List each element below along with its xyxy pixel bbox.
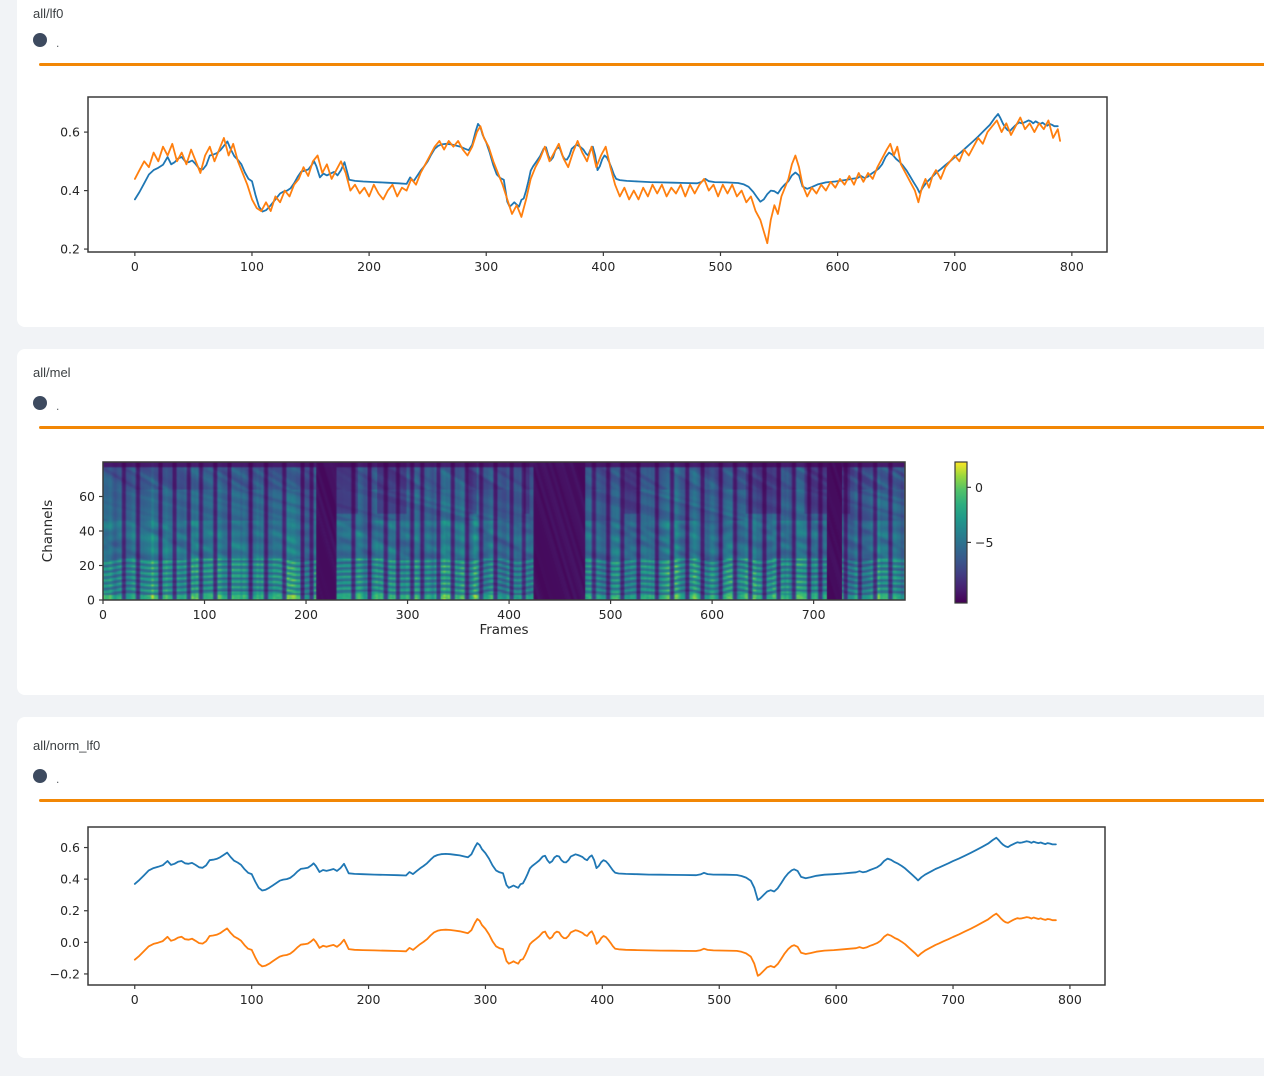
panel-norm-lf0: all/norm_lf0 . 0 100 200 300 400 500 600 700 800…: [17, 717, 1264, 1058]
lf0-line-chart: 0 100 200 300 400 500 600 700 800 0.2 0.4 0.6: [17, 85, 1247, 300]
svg-text:0: 0: [99, 607, 107, 622]
run-color-dot-icon[interactable]: [33, 33, 47, 47]
panel-lf0: all/lf0 . 0 100 200 300 400 500 600 700 800 0.2 0.…: [17, 0, 1264, 327]
panel-title: all/norm_lf0: [33, 738, 101, 753]
run-color-dot-icon[interactable]: [33, 769, 47, 783]
svg-text:0: 0: [87, 593, 95, 608]
svg-text:0: 0: [131, 992, 139, 1007]
svg-text:0: 0: [975, 480, 983, 495]
svg-text:700: 700: [941, 992, 965, 1007]
svg-text:500: 500: [709, 259, 733, 274]
svg-text:500: 500: [599, 607, 623, 622]
accent-divider: [39, 799, 1264, 802]
svg-text:700: 700: [802, 607, 826, 622]
run-label: .: [56, 399, 60, 413]
svg-text:100: 100: [240, 992, 264, 1007]
svg-text:100: 100: [240, 259, 264, 274]
svg-text:600: 600: [700, 607, 724, 622]
run-label: .: [56, 772, 60, 786]
svg-text:−0.2: −0.2: [50, 966, 80, 981]
svg-text:500: 500: [707, 992, 731, 1007]
norm-lf0-line-chart: 0 100 200 300 400 500 600 700 800 −0.2 0.0 0.2 0.4 0.…: [17, 815, 1247, 1015]
svg-text:800: 800: [1058, 992, 1082, 1007]
svg-text:600: 600: [826, 259, 850, 274]
svg-text:0.6: 0.6: [60, 125, 80, 140]
svg-text:Channels: Channels: [40, 500, 56, 562]
svg-text:300: 300: [474, 992, 498, 1007]
run-legend-item: .: [33, 396, 59, 413]
accent-divider: [39, 426, 1264, 429]
run-legend-item: .: [33, 769, 59, 786]
svg-text:0.6: 0.6: [60, 840, 80, 855]
accent-divider: [39, 63, 1264, 66]
svg-text:400: 400: [497, 607, 521, 622]
svg-text:0.2: 0.2: [60, 242, 80, 257]
panel-title: all/lf0: [33, 6, 64, 21]
svg-text:20: 20: [79, 558, 95, 573]
panel-mel: all/mel . 0 100 200 300 400 500 600 700 0 20 40 60 F…: [17, 349, 1264, 695]
lf0-chart-svg: 0 100 200 300 400 500 600 700 800 0.2 0.4 0.6: [60, 96, 1108, 274]
run-label: .: [56, 36, 60, 50]
svg-text:800: 800: [1060, 259, 1084, 274]
svg-text:0.2: 0.2: [60, 903, 80, 918]
svg-text:400: 400: [591, 259, 615, 274]
svg-text:600: 600: [824, 992, 848, 1007]
svg-text:200: 200: [294, 607, 318, 622]
svg-text:400: 400: [590, 992, 614, 1007]
svg-text:700: 700: [943, 259, 967, 274]
svg-text:0.4: 0.4: [60, 872, 80, 887]
norm-lf0-chart-svg: 0 100 200 300 400 500 600 700 800 −0.2 0.0 0.2 0.4 0.…: [50, 826, 1106, 1007]
svg-text:300: 300: [474, 259, 498, 274]
mel-spectrogram-image: [103, 462, 905, 600]
svg-text:300: 300: [396, 607, 420, 622]
svg-text:200: 200: [357, 992, 381, 1007]
svg-text:100: 100: [193, 607, 217, 622]
run-color-dot-icon[interactable]: [33, 396, 47, 410]
svg-text:0.4: 0.4: [60, 183, 80, 198]
panel-title: all/mel: [33, 365, 71, 380]
svg-text:−5: −5: [975, 535, 993, 550]
svg-text:Frames: Frames: [479, 622, 528, 638]
svg-text:200: 200: [357, 259, 381, 274]
svg-text:0: 0: [131, 259, 139, 274]
mel-spectrogram-figure: 0 100 200 300 400 500 600 700 0 20 40 60 Frames Chann…: [17, 445, 1247, 645]
svg-text:60: 60: [79, 489, 95, 504]
run-legend-item: .: [33, 33, 59, 50]
svg-text:40: 40: [79, 524, 95, 539]
svg-text:0.0: 0.0: [60, 935, 80, 950]
